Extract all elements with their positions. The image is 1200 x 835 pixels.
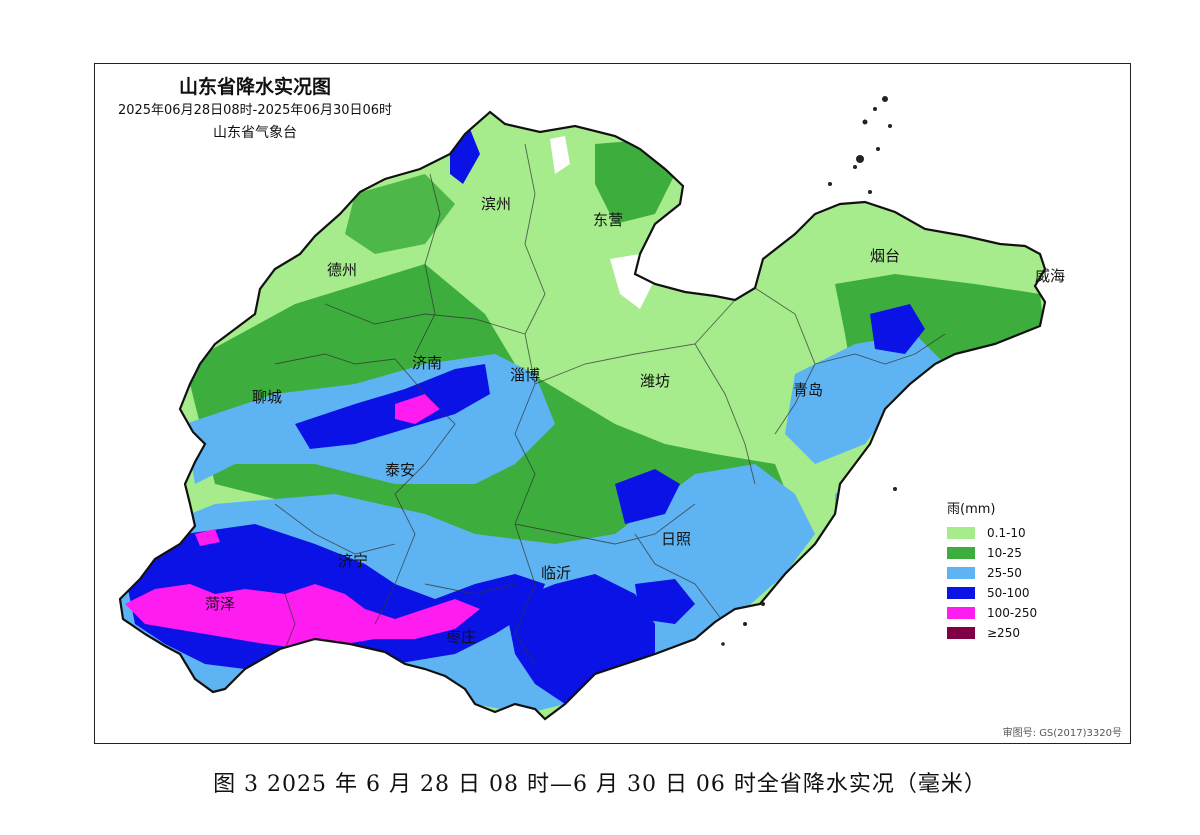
rain-25-50-zone [785,334,945,464]
legend-item: 10-25 [947,543,1097,563]
rain-50-100-zone [870,304,925,354]
legend-item: 100-250 [947,603,1097,623]
city-label-zaozhuang: 枣庄 [446,628,477,646]
city-label-rizhao: 日照 [661,530,692,548]
map-organization: 山东省气象台 [213,125,297,141]
precipitation-legend: 雨(mm) 0.1-10 10-25 25-50 50-100 100-250 … [947,498,1097,643]
legend-title: 雨(mm) [947,502,996,517]
rain-100-250-zone [195,529,220,546]
rain-100-250-zone [395,394,440,424]
city-label-dezhou: 德州 [327,261,358,279]
city-label-jining: 济宁 [338,552,369,570]
map-title: 山东省降水实况图 [178,76,331,98]
shandong-precipitation-map [118,96,1047,721]
city-label-qingdao: 青岛 [793,381,824,399]
rain-100-250-zone [125,584,480,649]
city-label-binzhou: 滨州 [481,195,512,213]
rain-10-25-zone [345,174,455,254]
city-label-heze: 菏泽 [205,595,236,613]
city-label-weihai: 威海 [1035,267,1066,285]
legend-item: 50-100 [947,583,1097,603]
legend-swatch [947,587,975,599]
map-title-block: 山东省降水实况图 2025年06月28日08时-2025年06月30日06时 山… [95,74,415,144]
islands-group [721,96,897,646]
legend-swatch [947,627,975,639]
city-label-zibo: 淄博 [510,366,541,384]
no-rain-area [550,136,570,174]
rain-50-100-zone [615,469,680,524]
city-label-jinan: 济南 [412,354,443,372]
figure-caption: 图 3 2025 年 6 月 28 日 08 时—6 月 30 日 06 时全省… [213,772,987,797]
legend-swatch [947,567,975,579]
map-time-range: 2025年06月28日08时-2025年06月30日06时 [117,103,393,118]
city-label-dongying: 东营 [593,211,624,229]
legend-item: 0.1-10 [947,523,1097,543]
legend-label: ≥250 [987,626,1020,640]
legend-label: 100-250 [987,606,1038,620]
city-label-weifang: 潍坊 [640,372,671,390]
rain-50-100-zone [635,579,695,624]
map-frame: 山东省降水实况图 2025年06月28日08时-2025年06月30日06时 山… [94,63,1131,744]
city-label-liaocheng: 聊城 [252,388,283,406]
legend-swatch [947,547,975,559]
legend-label: 25-50 [987,566,1022,580]
city-label-linyi: 临沂 [541,564,572,582]
legend-label: 50-100 [987,586,1030,600]
city-label-yantai: 烟台 [870,247,901,265]
legend-swatch [947,607,975,619]
approval-number: 审图号: GS(2017)3320号 [1002,728,1122,739]
city-label-taian: 泰安 [385,461,416,479]
legend-label: 10-25 [987,546,1022,560]
rain-50-100-zone [295,364,490,449]
legend-item: ≥250 [947,623,1097,643]
legend-item: 25-50 [947,563,1097,583]
legend-label: 0.1-10 [987,526,1026,540]
legend-swatch [947,527,975,539]
